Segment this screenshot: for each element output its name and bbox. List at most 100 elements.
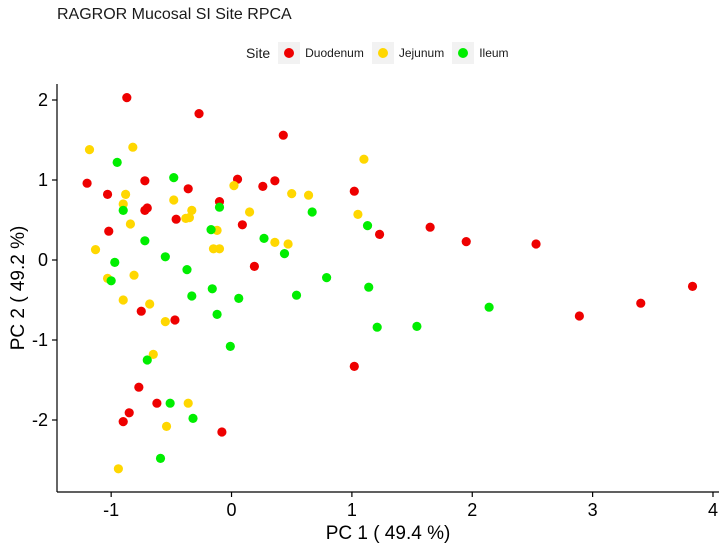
point-ileum xyxy=(142,355,152,365)
point-duodenum xyxy=(124,408,134,418)
legend-key-jejunum xyxy=(371,42,394,64)
axis-ticks: -1 0 1 2 3 4 -2 -1 0 1 2 xyxy=(32,90,718,520)
point-duodenum xyxy=(170,315,180,325)
point-duodenum xyxy=(270,176,280,186)
point-duodenum xyxy=(687,281,698,291)
data-points xyxy=(82,93,698,474)
point-duodenum xyxy=(574,311,584,321)
point-duodenum xyxy=(142,203,152,213)
point-ileum xyxy=(112,157,122,167)
y-tick-label: 2 xyxy=(38,90,48,110)
point-ileum xyxy=(169,173,179,183)
point-duodenum xyxy=(374,229,385,239)
point-jejunum xyxy=(90,245,101,255)
point-jejunum xyxy=(160,317,170,327)
legend-label-jejunum: Jejunum xyxy=(398,46,445,60)
point-duodenum xyxy=(258,181,268,191)
x-tick-label: 4 xyxy=(708,500,718,520)
x-tick-label: 1 xyxy=(347,500,357,520)
legend-title: Site xyxy=(246,45,271,61)
y-tick-label: 1 xyxy=(38,170,48,190)
point-jejunum xyxy=(183,398,193,408)
point-jejunum xyxy=(244,207,255,217)
point-duodenum xyxy=(82,178,92,188)
point-ileum xyxy=(106,276,116,286)
point-duodenum xyxy=(134,382,144,392)
y-axis-title: PC 2 ( 49.2 %) xyxy=(8,226,29,351)
point-duodenum xyxy=(152,398,162,408)
legend-key-duodenum xyxy=(278,42,301,64)
point-jejunum xyxy=(118,295,128,305)
x-tick-label: 0 xyxy=(227,500,237,520)
point-jejunum xyxy=(128,142,138,152)
point-ileum xyxy=(182,265,192,275)
point-ileum xyxy=(187,291,197,301)
point-jejunum xyxy=(359,154,369,164)
point-ileum xyxy=(212,309,222,319)
point-ileum xyxy=(188,413,198,423)
point-ileum xyxy=(234,293,244,303)
point-ileum xyxy=(214,202,225,212)
point-duodenum xyxy=(194,109,204,119)
x-tick-label: 2 xyxy=(467,500,477,520)
point-duodenum xyxy=(171,214,181,224)
point-duodenum xyxy=(249,261,259,271)
point-duodenum xyxy=(425,222,435,232)
point-duodenum xyxy=(118,417,128,427)
point-jejunum xyxy=(187,205,197,215)
point-ileum xyxy=(206,225,216,235)
x-axis-title: PC 1 ( 49.4 %) xyxy=(326,523,451,544)
point-duodenum xyxy=(102,189,113,199)
point-jejunum xyxy=(118,199,128,209)
point-jejunum xyxy=(184,213,194,223)
point-duodenum xyxy=(349,186,359,196)
point-ileum xyxy=(160,252,170,262)
y-tick-label: -1 xyxy=(32,330,48,350)
legend-key-ileum xyxy=(452,42,475,64)
point-duodenum xyxy=(183,184,193,194)
y-tick-label: -2 xyxy=(32,410,48,430)
point-ileum xyxy=(322,273,332,283)
point-jejunum xyxy=(303,190,314,200)
legend-item-duodenum: Duodenum xyxy=(278,42,368,64)
point-ileum xyxy=(207,284,217,294)
point-ileum xyxy=(165,398,175,408)
x-tick-label: -1 xyxy=(103,500,119,520)
point-jejunum xyxy=(283,239,293,249)
point-jejunum xyxy=(169,195,179,205)
point-ileum xyxy=(484,302,494,312)
point-ileum xyxy=(291,290,302,300)
point-jejunum xyxy=(161,421,172,431)
legend-label-ileum: Ileum xyxy=(479,46,509,60)
point-duodenum xyxy=(349,361,359,371)
point-duodenum xyxy=(140,176,150,186)
point-ileum xyxy=(259,233,269,243)
point-jejunum xyxy=(353,209,363,219)
point-ileum xyxy=(155,453,166,463)
chart-title: RAGROR Mucosal SI Site RPCA xyxy=(57,6,292,23)
point-ileum xyxy=(412,321,422,331)
point-ileum xyxy=(110,257,120,267)
point-duodenum xyxy=(122,93,132,103)
point-ileum xyxy=(372,322,382,332)
point-duodenum xyxy=(104,226,114,236)
point-jejunum xyxy=(214,244,225,254)
point-ileum xyxy=(279,249,290,259)
point-jejunum xyxy=(229,181,239,191)
point-duodenum xyxy=(531,239,541,249)
point-duodenum xyxy=(461,237,471,247)
point-ileum xyxy=(307,207,317,217)
legend: Site Duodenum Jejunum Ileum xyxy=(246,42,517,64)
point-jejunum xyxy=(125,219,136,229)
legend-item-ileum: Ileum xyxy=(452,42,512,64)
point-jejunum xyxy=(84,145,95,155)
legend-label-duodenum: Duodenum xyxy=(305,46,364,60)
point-ileum xyxy=(364,282,374,292)
point-jejunum xyxy=(113,464,123,474)
point-jejunum xyxy=(145,299,155,309)
point-ileum xyxy=(118,205,128,215)
point-jejunum xyxy=(129,270,139,280)
point-ileum xyxy=(225,341,235,351)
legend-item-jejunum: Jejunum xyxy=(371,42,448,64)
